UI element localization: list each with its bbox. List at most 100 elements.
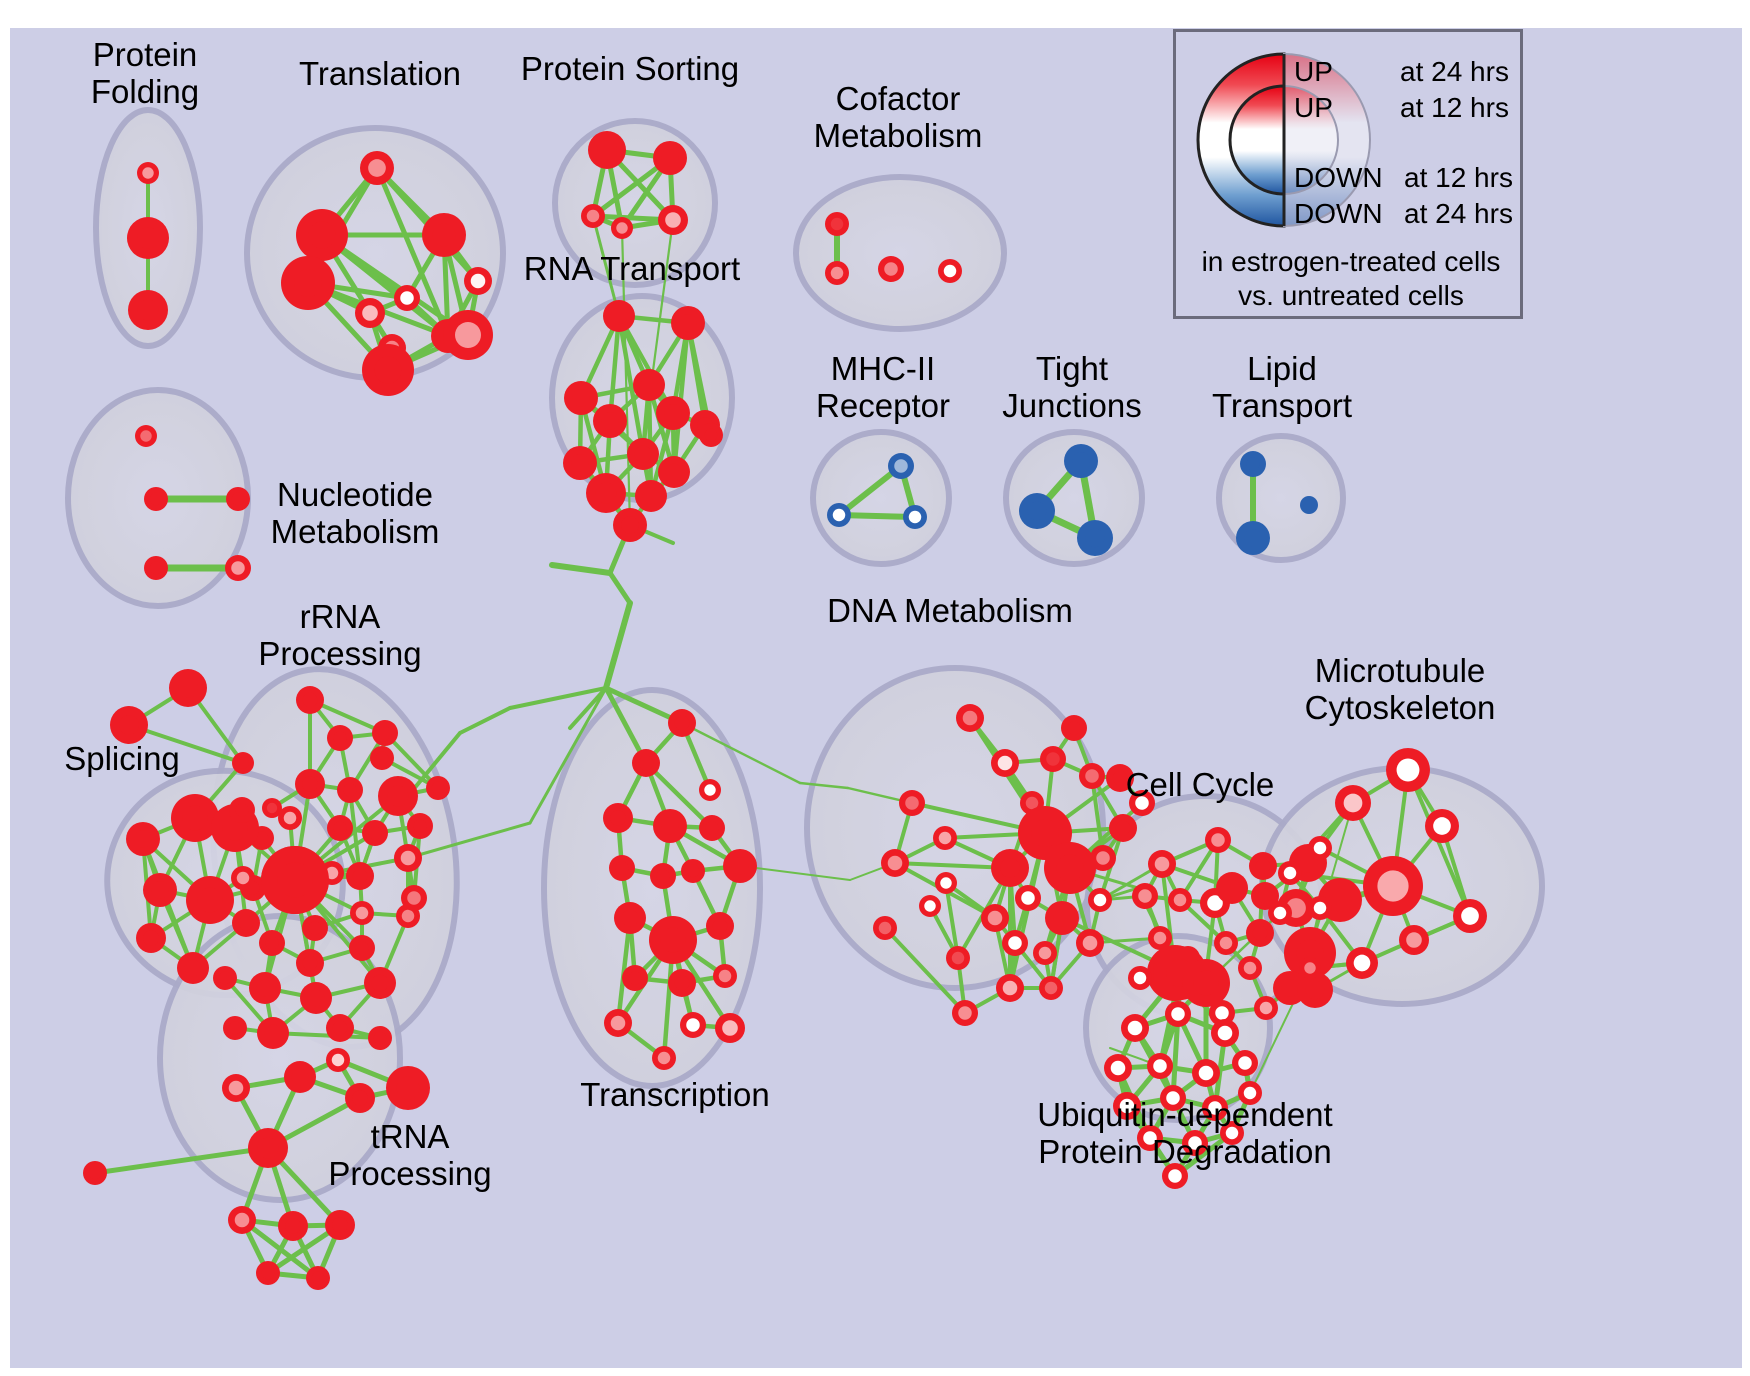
inter-cluster-edge [549,562,613,576]
inter-cluster-edge [798,781,850,790]
network-node-core [387,785,409,807]
network-node-core [595,482,617,504]
cluster-label-tight-junctions: Tight Junctions [1002,350,1142,424]
network-node-core [938,831,952,845]
network-node-core [137,299,159,321]
network-node-core [1223,879,1241,897]
network-node-core [178,678,198,698]
network-node-core [352,868,368,884]
network-node-core [413,819,427,833]
edge [643,760,715,831]
network-node-core [1143,1131,1157,1145]
edge [616,313,646,457]
inter-cluster-edge [607,570,633,606]
network-node-core [362,305,378,321]
network-node-core [1328,888,1352,912]
network-node-core [924,900,936,912]
network-node-core [642,487,660,505]
edge [883,926,967,1015]
network-node-core [1255,858,1271,874]
legend-row-2-direction: DOWN [1294,162,1383,193]
network-node-core [184,959,202,977]
network-node-core [686,864,700,878]
network-node-core [261,1266,275,1280]
network-node-core [137,227,159,249]
network-node-core [958,1006,972,1020]
edge [836,463,904,518]
network-node-core [1215,1006,1229,1020]
network-node-core [140,430,152,442]
cluster-region-mhc-ii-receptor [810,429,952,567]
network-node-core [333,821,347,835]
network-node-core [266,802,278,814]
network-node-core [951,951,965,965]
network-node-core [664,404,682,422]
network-node-core [1082,935,1098,951]
network-node-core [1085,528,1105,548]
network-node-core [586,209,600,223]
network-node-core [401,909,415,923]
cluster-label-trna-processing: tRNA Processing [328,1118,492,1192]
network-node-core [470,273,486,289]
edge [944,881,960,960]
network-node-core [378,726,392,740]
network-node-core [256,979,274,997]
network-node-core [1273,906,1287,920]
legend-row-0-direction: UP [1294,56,1333,87]
network-node-core [1110,1060,1126,1076]
network-node-core [712,918,728,934]
network-node-core [1085,769,1099,783]
network-node-core [1193,970,1219,996]
network-node-core [237,757,249,769]
network-node-core [679,314,697,332]
network-node-core [1000,858,1020,878]
legend-dial-icon [1196,52,1371,228]
network-node-core [228,1021,242,1035]
network-node-core [455,322,481,348]
network-node-core [236,871,250,885]
network-node-core [308,921,322,935]
edge [374,165,451,339]
edge [615,915,633,1026]
network-node-core [302,776,318,792]
network-node-core [307,989,325,1007]
inter-cluster-edge [528,686,608,825]
network-node-core [1044,981,1058,995]
network-node-core [661,817,679,835]
cluster-label-ubiquitin-degradation: Ubiquitin-dependent Protein Degradation [1037,1096,1333,1170]
network-node-core [1002,980,1018,996]
network-node-core [1030,818,1060,848]
cluster-label-protein-folding: Protein Folding [90,36,200,110]
inter-cluster-edge [680,721,802,785]
edge [1170,1011,1181,1101]
network-node-core [197,887,223,913]
network-node-core [264,1024,282,1042]
network-node-core [142,167,154,179]
network-node-core [686,1018,700,1032]
network-node-core [894,459,908,473]
network-node-core [400,850,416,866]
inter-cluster-edge [739,865,851,881]
network-node-core [371,974,389,992]
edge [607,313,622,424]
cluster-label-mhc-ii-receptor: MHC-II Receptor [816,350,950,424]
network-node-core [375,751,389,765]
network-node-core [374,356,402,384]
inter-cluster-edge [406,731,462,798]
network-node-core [400,291,414,305]
network-node-core [1135,796,1149,810]
legend-row-1-direction: UP [1294,92,1333,123]
inter-cluster-edge [1309,802,1354,954]
network-node [1300,496,1318,514]
network-node-core [149,561,163,575]
network-node-core [1252,925,1268,941]
cluster-label-rna-transport: RNA Transport [523,250,741,287]
network-node-core [1072,452,1090,470]
network-node-core [331,1053,345,1067]
network-node-core [1025,796,1039,810]
edge [271,1031,382,1040]
cluster-label-protein-sorting: Protein Sorting [520,50,740,87]
cluster-label-translation: Translation [298,55,462,92]
network-node-core [231,561,245,575]
network-node-core [1246,457,1260,471]
